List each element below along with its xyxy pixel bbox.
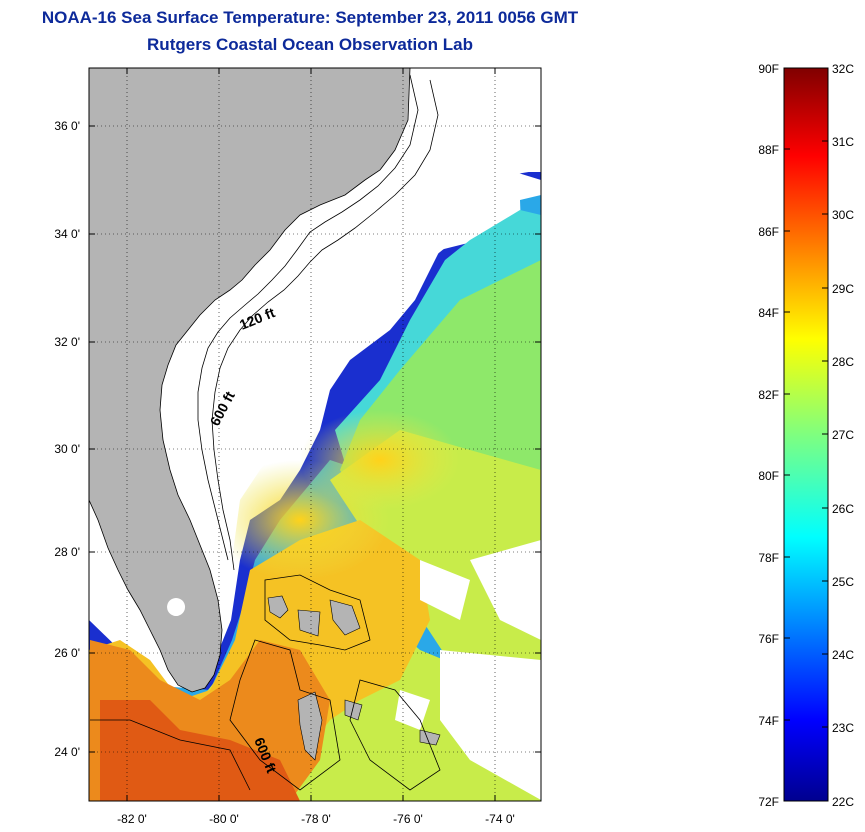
lat-label-26: 26 0': [54, 646, 80, 660]
colorbar-celsius-labels: 32C 31C 30C 29C 28C 27C 26C 25C 24C 23C …: [832, 62, 854, 809]
cb-label-29c: 29C: [832, 282, 854, 296]
lon-label-76: -76 0': [393, 812, 423, 826]
cb-label-82f: 82F: [758, 388, 779, 402]
cb-label-30c: 30C: [832, 208, 854, 222]
cb-label-23c: 23C: [832, 721, 854, 735]
map-title: NOAA-16 Sea Surface Temperature: Septemb…: [41, 8, 579, 27]
cb-label-72f: 72F: [758, 795, 779, 809]
cb-label-28c: 28C: [832, 355, 854, 369]
cb-label-31c: 31C: [832, 135, 854, 149]
map-subtitle: Rutgers Coastal Ocean Observation Lab: [147, 35, 473, 54]
sst-field: [89, 172, 541, 801]
cb-label-74f: 74F: [758, 714, 779, 728]
lat-label-32: 32 0': [54, 335, 80, 349]
bahamas-islands: [267, 595, 441, 761]
cb-label-90f: 90F: [758, 62, 779, 76]
map-content: [89, 68, 541, 801]
cb-label-80f: 80F: [758, 469, 779, 483]
colorbar-gradient: [783, 67, 829, 802]
cb-label-86f: 86F: [758, 225, 779, 239]
lat-label-30: 30 0': [54, 442, 80, 456]
lat-label-34: 34 0': [54, 227, 80, 241]
lon-label-80: -80 0': [209, 812, 239, 826]
lat-label-36: 36 0': [54, 119, 80, 133]
colorbar-ticks: [784, 67, 828, 728]
longitude-labels: -82 0' -80 0' -78 0' -76 0' -74 0': [117, 812, 515, 826]
cb-label-27c: 27C: [832, 428, 854, 442]
colorbar: 90F 88F 86F 84F 82F 80F 78F 76F 74F 72F …: [758, 62, 854, 809]
cb-label-25c: 25C: [832, 575, 854, 589]
lon-label-78: -78 0': [301, 812, 331, 826]
latitude-labels: 36 0' 34 0' 32 0' 30 0' 28 0' 26 0' 24 0…: [54, 119, 80, 759]
colorbar-fahrenheit-labels: 90F 88F 86F 84F 82F 80F 78F 76F 74F 72F: [758, 62, 779, 809]
cb-label-22c: 22C: [832, 795, 854, 809]
bathymetry-contours: [90, 74, 441, 791]
lon-label-74: -74 0': [485, 812, 515, 826]
lon-label-82: -82 0': [117, 812, 147, 826]
lat-label-28: 28 0': [54, 545, 80, 559]
cb-label-24c: 24C: [832, 648, 854, 662]
map-ticks: [89, 68, 541, 801]
lat-label-24: 24 0': [54, 745, 80, 759]
land-southeast-us: [89, 68, 411, 693]
cb-label-32c: 32C: [832, 62, 854, 76]
cb-label-88f: 88F: [758, 143, 779, 157]
cb-label-76f: 76F: [758, 632, 779, 646]
map-frame: [88, 67, 542, 802]
graticule: [89, 68, 541, 801]
cb-label-78f: 78F: [758, 551, 779, 565]
cb-label-84f: 84F: [758, 306, 779, 320]
cb-label-26c: 26C: [832, 502, 854, 516]
